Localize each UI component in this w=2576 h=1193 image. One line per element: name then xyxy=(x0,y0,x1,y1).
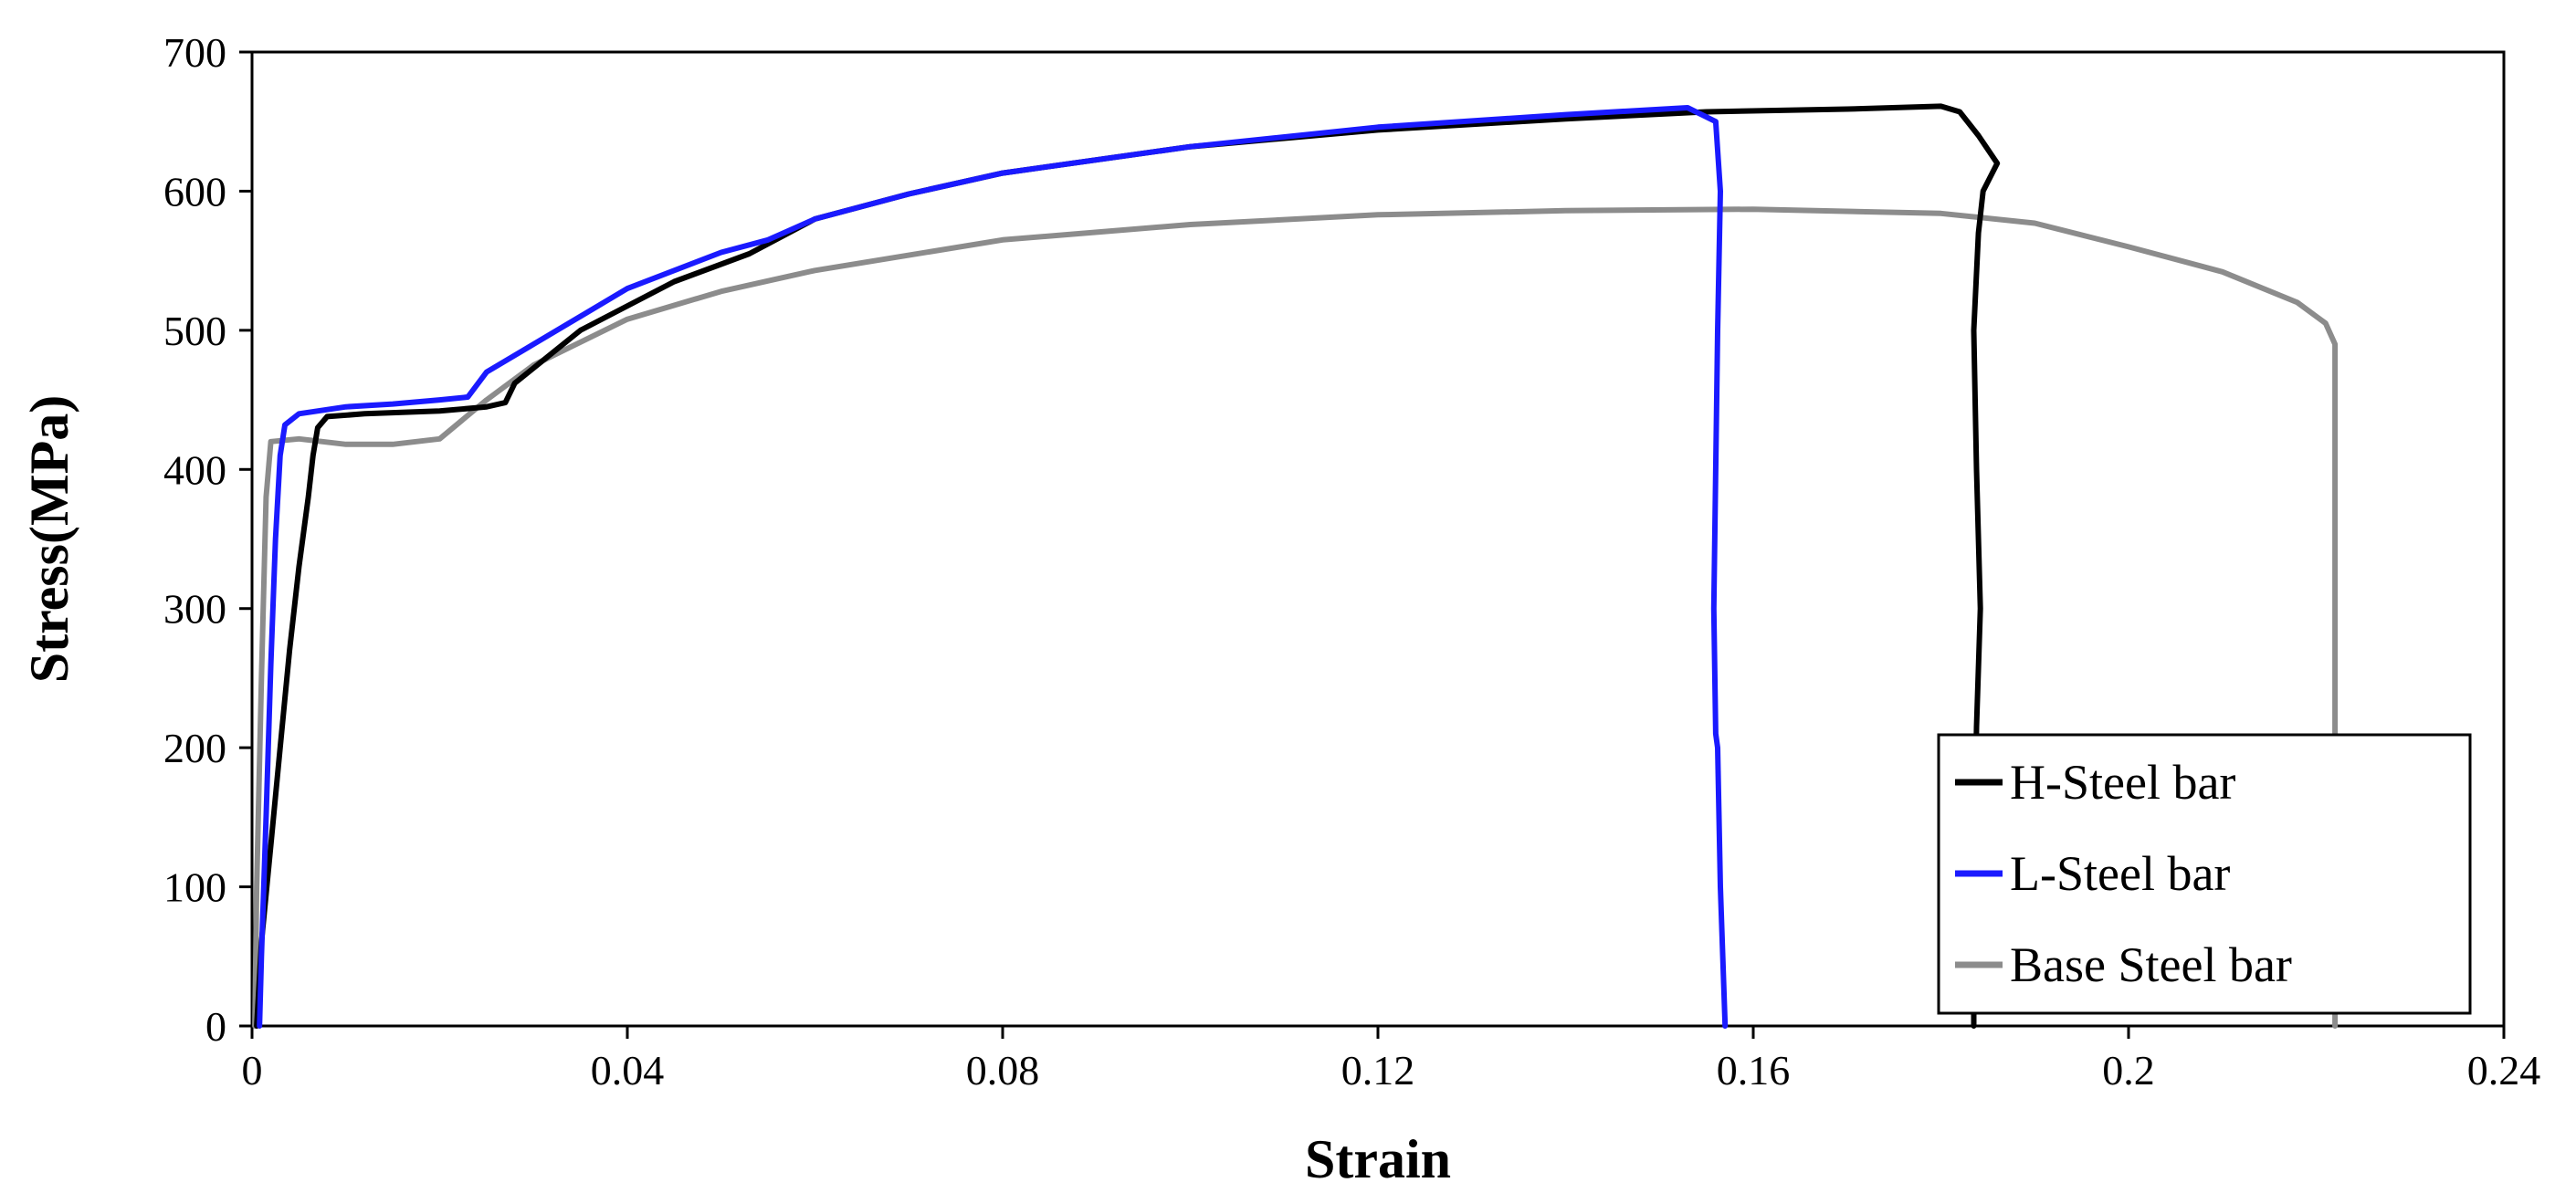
y-tick-label: 600 xyxy=(163,168,226,215)
legend-label: L-Steel bar xyxy=(2010,846,2230,901)
x-tick-label: 0.04 xyxy=(591,1047,665,1094)
x-tick-label: 0.2 xyxy=(2102,1047,2155,1094)
axis-ticks: 0 0.04 0.08 0.12 0.16 0.2 0.24 0 100 200 300 400 500… xyxy=(163,29,2540,1094)
x-tick-label: 0.08 xyxy=(966,1047,1040,1094)
y-tick-label: 100 xyxy=(163,864,226,911)
x-tick-label: 0 xyxy=(242,1047,263,1094)
series-layer xyxy=(252,103,2339,1029)
y-axis-title: Stress(MPa) xyxy=(19,395,79,683)
series-line-h-steel-bar xyxy=(254,103,2001,1029)
y-tick-label: 700 xyxy=(163,29,226,76)
y-tick-label: 500 xyxy=(163,308,226,354)
y-tick-label: 300 xyxy=(163,586,226,633)
legend-label: H-Steel bar xyxy=(2010,755,2235,810)
y-tick-label: 0 xyxy=(205,1003,226,1050)
legend: H-Steel bar L-Steel bar Base Steel bar xyxy=(1937,733,2472,1015)
x-tick-label: 0.16 xyxy=(1717,1047,1791,1094)
series-line-l-steel-bar xyxy=(257,105,1729,1029)
y-tick-label: 200 xyxy=(163,725,226,771)
legend-box xyxy=(1937,733,2472,1015)
y-tick-label: 400 xyxy=(163,446,226,493)
x-axis-title: Strain xyxy=(1305,1129,1451,1189)
x-tick-label: 0.12 xyxy=(1341,1047,1415,1094)
legend-label: Base Steel bar xyxy=(2010,937,2292,992)
x-tick-label: 0.24 xyxy=(2467,1047,2541,1094)
